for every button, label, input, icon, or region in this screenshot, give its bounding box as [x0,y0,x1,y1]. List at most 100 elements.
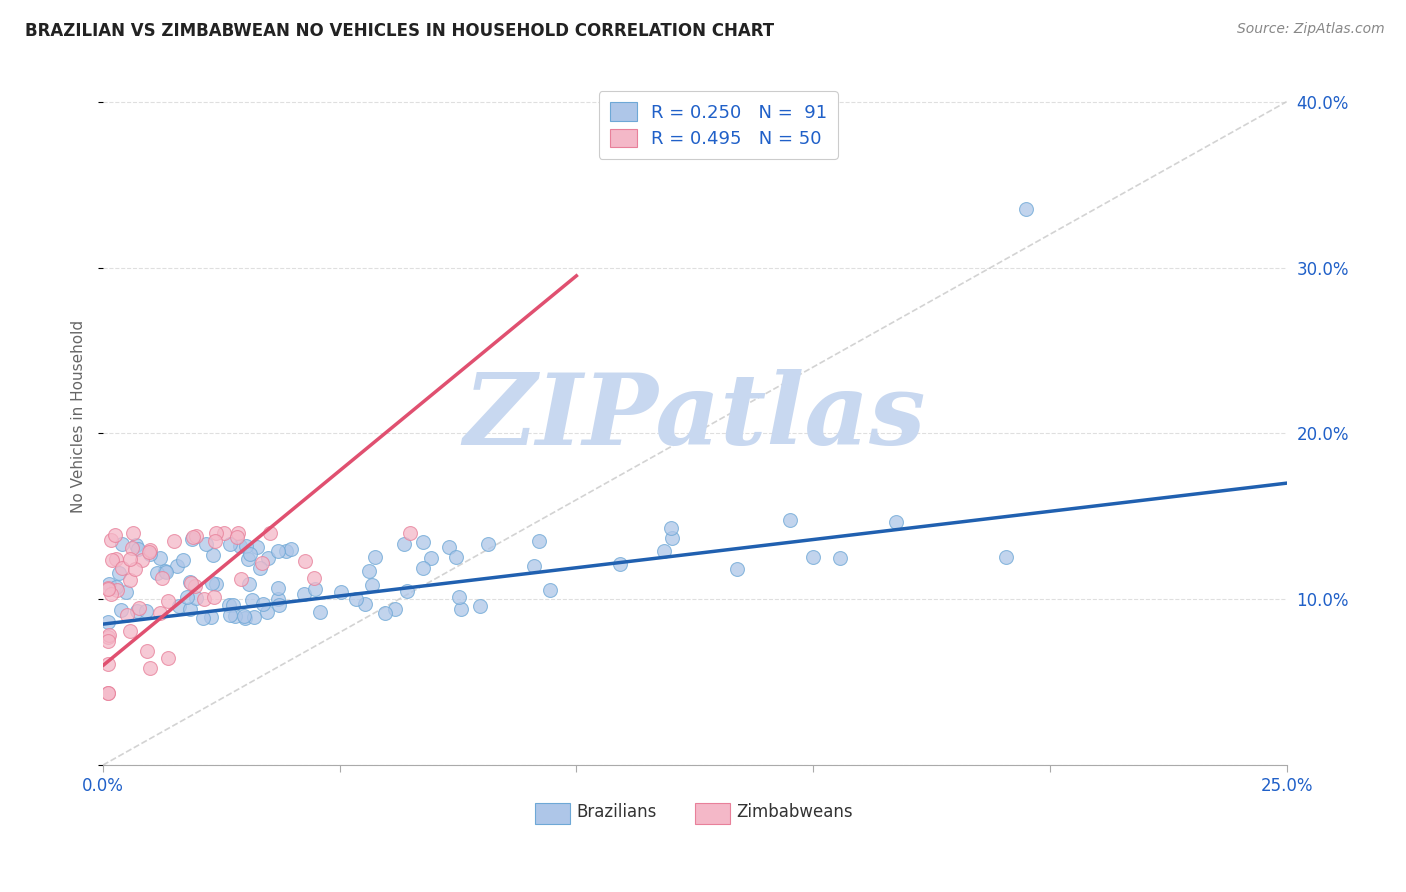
Point [256,551,278,566]
Point [97,634,120,648]
Point [374,606,396,620]
Point [104,552,127,566]
Point [218,598,240,612]
Point [357,564,380,578]
Point [149,551,172,566]
Point [128,600,150,615]
Point [202,591,225,605]
Point [468,599,491,613]
Point [194,537,217,551]
Point [150,571,173,585]
Point [149,606,172,620]
Point [155,565,177,579]
Point [184,591,207,605]
Text: ZIPatlas: ZIPatlas [464,368,927,465]
Point [97,686,120,700]
Text: Source: ZipAtlas.com: Source: ZipAtlas.com [1237,22,1385,37]
Point [412,561,434,575]
Point [330,585,353,599]
Point [828,550,851,565]
Point [163,533,186,548]
Point [97,615,120,629]
Point [201,576,224,591]
Point [240,592,263,607]
Point [104,580,127,594]
Point [100,553,122,567]
Point [392,537,415,551]
Point [218,608,240,623]
Point [135,605,157,619]
Point [364,549,387,564]
Point [384,602,406,616]
Point [110,603,132,617]
Point [97,686,120,700]
Point [232,609,254,624]
Point [193,592,215,607]
Text: Brazilians: Brazilians [576,804,657,822]
Point [104,527,127,541]
Point [222,599,245,613]
Point [212,525,235,540]
Point [153,564,176,578]
Point [146,566,169,581]
Point [224,609,246,624]
Point [97,630,120,644]
Point [120,624,142,639]
Point [97,657,120,672]
Point [267,543,290,558]
Point [252,597,274,611]
Point [267,581,290,595]
Point [420,551,443,566]
Point [204,533,226,548]
Point [886,515,908,529]
Point [309,605,332,619]
Point [267,591,290,606]
Point [294,553,316,567]
Point [121,541,143,555]
Point [120,552,142,566]
Point [652,544,675,558]
Point [136,644,159,658]
Point [225,530,247,544]
Point [1015,202,1038,217]
Point [304,582,326,596]
Text: BRAZILIAN VS ZIMBABWEAN NO VEHICLES IN HOUSEHOLD CORRELATION CHART: BRAZILIAN VS ZIMBABWEAN NO VEHICLES IN H… [25,22,775,40]
Point [122,525,145,540]
Point [179,602,201,616]
Point [179,575,201,590]
Point [252,556,274,570]
Point [725,562,748,576]
Point [172,553,194,567]
Point [180,576,202,591]
Point [243,610,266,624]
Point [205,525,228,540]
Point [450,602,472,616]
Point [274,544,297,558]
Bar [534,804,571,824]
Point [97,582,120,597]
Point [439,540,461,554]
Point [396,583,419,598]
Point [235,611,257,625]
Point [249,560,271,574]
Point [205,577,228,591]
Point [229,572,252,586]
Point [245,540,267,554]
Point [238,576,260,591]
Point [118,574,141,588]
Point [801,550,824,565]
Point [661,531,683,545]
Y-axis label: No Vehicles in Household: No Vehicles in Household [72,320,86,514]
Point [238,552,260,566]
Point [105,583,128,598]
Point [304,571,326,585]
Point [995,549,1018,564]
Point [111,561,134,575]
Legend: R = 0.250   N =  91, R = 0.495   N = 50: R = 0.250 N = 91, R = 0.495 N = 50 [599,92,838,159]
Point [609,558,631,572]
Point [157,593,180,607]
Point [228,539,250,553]
Point [111,537,134,551]
Point [124,562,146,576]
Point [114,585,136,599]
